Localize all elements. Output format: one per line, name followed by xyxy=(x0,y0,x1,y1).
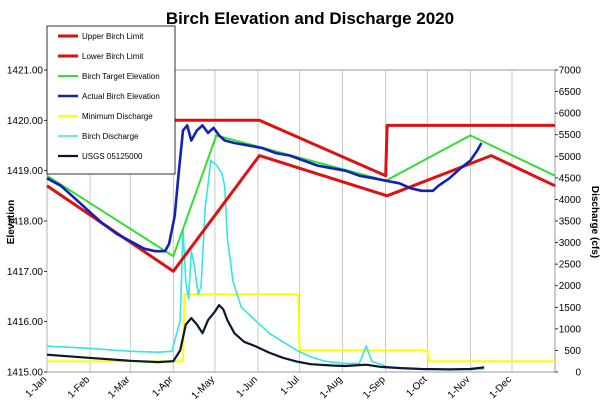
right-tick-label: 2000 xyxy=(559,281,582,292)
legend-entry: Birch Discharge xyxy=(82,132,139,141)
legend-entry: USGS 05125000 xyxy=(82,152,143,161)
right-tick-label: 1000 xyxy=(559,324,582,335)
right-tick-label: 6000 xyxy=(559,109,582,120)
legend: Upper Birch Limit Lower Birch Limit Birch … xyxy=(46,25,176,175)
right-tick-label: 500 xyxy=(564,346,581,357)
left-tick-label: 1419.00 xyxy=(7,166,44,177)
right-axis-label: Discharge (cfs) xyxy=(589,186,600,258)
chart-title: Birch Elevation and Discharge 2020 xyxy=(166,9,454,28)
right-tick-label: 4500 xyxy=(559,173,582,184)
x-tick-label: 1-Aug xyxy=(318,374,345,400)
left-axis-ticks: 1415.00 1416.00 1417.00 1418.00 1419.00 1420.… xyxy=(7,66,47,379)
x-tick-label: 1-Dec xyxy=(487,374,514,400)
x-tick-label: 1-Apr xyxy=(150,374,176,400)
legend-entry: Lower Birch Limit xyxy=(82,52,144,61)
left-tick-label: 1418.00 xyxy=(7,217,44,228)
right-tick-label: 5500 xyxy=(559,130,582,141)
x-tick-label: 1-Sep xyxy=(361,374,388,400)
series-line-upper-birch-limit xyxy=(173,118,555,178)
x-tick-label: 1-Jul xyxy=(279,374,302,397)
series-line-usgs-05125000 xyxy=(46,304,485,371)
legend-box xyxy=(46,25,176,175)
legend-entry: Birch Target Elevation xyxy=(82,72,160,81)
right-tick-label: 2500 xyxy=(559,260,582,271)
series-line-minimum-discharge xyxy=(47,293,555,363)
right-tick-label: 5000 xyxy=(559,152,582,163)
x-tick-label: 1-May xyxy=(190,374,217,400)
left-tick-label: 1421.00 xyxy=(7,66,44,77)
right-tick-label: 3000 xyxy=(559,238,582,249)
right-tick-label: 4000 xyxy=(559,195,582,206)
series-line-lower-birch-limit xyxy=(46,154,556,273)
x-tick-label: 1-Jun xyxy=(235,374,260,399)
right-tick-label: 7000 xyxy=(559,66,582,77)
right-tick-label: 6500 xyxy=(559,87,582,98)
series-line-actual-birch-elevation xyxy=(46,124,483,253)
left-tick-label: 1416.00 xyxy=(7,317,44,328)
left-tick-label: 1417.00 xyxy=(7,267,44,278)
right-tick-label: 3500 xyxy=(559,217,582,228)
right-tick-label: 0 xyxy=(575,368,581,379)
x-axis-ticks: 1-Jan 1-Feb 1-Mar 1-Apr 1-May 1-Jun 1-Jul 1-Aug… xyxy=(24,374,514,400)
x-tick-label: 1-Feb xyxy=(66,374,93,400)
series-layer xyxy=(46,118,556,371)
legend-entry: Actual Birch Elevation xyxy=(82,92,160,101)
series-line-birch-target-elevation xyxy=(46,134,556,258)
x-tick-label: 1-Nov xyxy=(446,374,473,400)
left-axis-label: Elevation xyxy=(6,200,17,244)
right-tick-label: 1500 xyxy=(559,303,582,314)
legend-entry: Upper Birch Limit xyxy=(82,32,144,41)
left-tick-label: 1415.00 xyxy=(7,368,44,379)
legend-entry: Minimum Discharge xyxy=(82,112,153,121)
right-axis-ticks: 0 500 1000 1500 2000 2500 3000 3500 4000 4500 5000… xyxy=(555,66,581,379)
x-tick-label: 1-Oct xyxy=(404,374,429,399)
left-tick-label: 1420.00 xyxy=(7,116,44,127)
x-tick-label: 1-Mar xyxy=(106,374,133,400)
